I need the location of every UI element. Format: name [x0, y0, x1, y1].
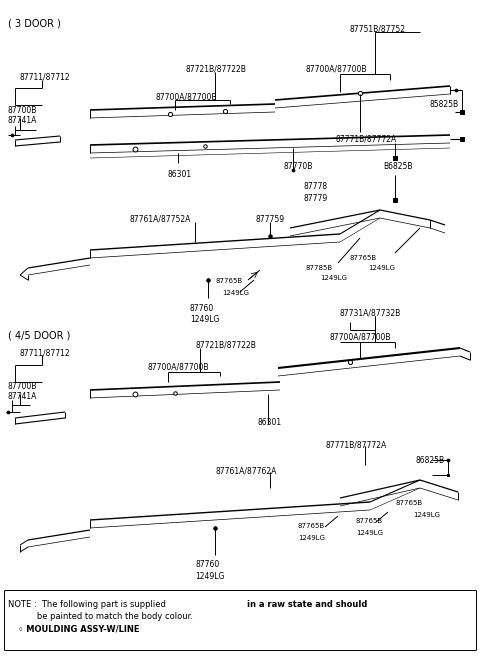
Text: 86825B: 86825B	[416, 456, 445, 465]
Text: NOTE :  The following part is supplied: NOTE : The following part is supplied	[8, 600, 171, 609]
Text: 87711/87712: 87711/87712	[20, 72, 71, 81]
Text: 87771B/87772A: 87771B/87772A	[335, 135, 396, 144]
Text: 87765B: 87765B	[395, 500, 422, 506]
Text: 87731A/87732B: 87731A/87732B	[340, 308, 401, 317]
Text: 87700B: 87700B	[8, 382, 37, 391]
Text: 87765B: 87765B	[350, 255, 377, 261]
Text: 1249LG: 1249LG	[368, 265, 395, 271]
Text: 877759: 877759	[255, 215, 284, 224]
Text: 87721B/87722B: 87721B/87722B	[195, 340, 256, 349]
Text: 87751B/87752: 87751B/87752	[350, 24, 406, 33]
Text: 87760: 87760	[195, 560, 219, 569]
Text: 1249LG: 1249LG	[195, 572, 224, 581]
Text: 87700A/87700B: 87700A/87700B	[148, 363, 209, 372]
Text: 87779: 87779	[304, 194, 328, 203]
Text: 87765B: 87765B	[215, 278, 242, 284]
Text: ◦ MOULDING ASSY-W/LINE: ◦ MOULDING ASSY-W/LINE	[18, 624, 140, 633]
Text: 87761A/87752A: 87761A/87752A	[130, 215, 192, 224]
Text: 1249LG: 1249LG	[320, 275, 347, 281]
Text: ( 4/5 DOOR ): ( 4/5 DOOR )	[8, 330, 71, 340]
Text: 86301: 86301	[168, 170, 192, 179]
Text: 87700A/87700B: 87700A/87700B	[330, 333, 392, 342]
Text: 87760: 87760	[190, 304, 214, 313]
Text: 87770B: 87770B	[283, 162, 312, 171]
Text: B6825B: B6825B	[383, 162, 412, 171]
Text: 85825B: 85825B	[430, 100, 459, 109]
Text: 1249LG: 1249LG	[413, 512, 440, 518]
Text: 1249LG: 1249LG	[298, 535, 325, 541]
Text: be painted to match the body colour.: be painted to match the body colour.	[8, 612, 193, 621]
Text: 87711/87712: 87711/87712	[20, 348, 71, 357]
Text: 1249LG: 1249LG	[356, 530, 383, 536]
Text: 1249LG: 1249LG	[190, 315, 219, 324]
Text: 87700A/87700B: 87700A/87700B	[155, 92, 216, 101]
Text: 87721B/87722B: 87721B/87722B	[185, 65, 246, 74]
Text: 86301: 86301	[258, 418, 282, 427]
Text: 87761A/87762A: 87761A/87762A	[215, 466, 276, 475]
Text: 1249LG: 1249LG	[222, 290, 249, 296]
Text: 87765B: 87765B	[356, 518, 383, 524]
Text: ( 3 DOOR ): ( 3 DOOR )	[8, 18, 61, 28]
Text: 87771B/87772A: 87771B/87772A	[325, 440, 386, 449]
Text: 87741A: 87741A	[8, 116, 37, 125]
Text: 87700B: 87700B	[8, 106, 37, 115]
Text: 87700A/87700B: 87700A/87700B	[305, 65, 367, 74]
Text: in a raw state and should: in a raw state and should	[247, 600, 367, 609]
Text: 87778: 87778	[304, 182, 328, 191]
Text: 87785B: 87785B	[305, 265, 332, 271]
Text: 87741A: 87741A	[8, 392, 37, 401]
Text: 87765B: 87765B	[298, 523, 325, 529]
